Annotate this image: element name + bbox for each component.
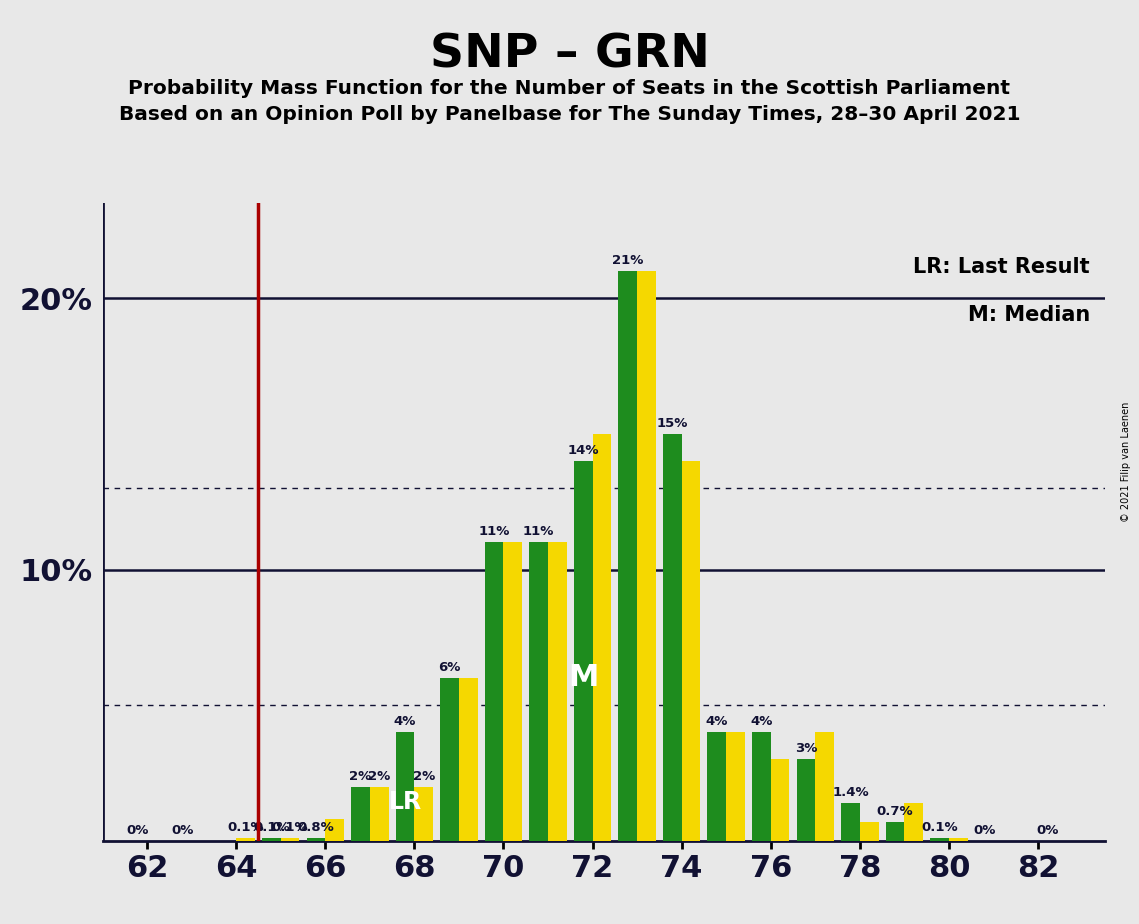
Bar [326, 820, 344, 841]
Bar [548, 542, 567, 841]
Bar [618, 271, 637, 841]
Text: 0%: 0% [973, 824, 995, 837]
Text: Based on an Opinion Poll by Panelbase for The Sunday Times, 28–30 April 2021: Based on an Opinion Poll by Panelbase fo… [118, 105, 1021, 125]
Text: 2%: 2% [412, 770, 435, 783]
Text: 0%: 0% [1036, 824, 1058, 837]
Bar [841, 803, 860, 841]
Bar [485, 542, 503, 841]
Text: 0.8%: 0.8% [297, 821, 334, 834]
Text: 0%: 0% [171, 824, 194, 837]
Text: 11%: 11% [523, 526, 555, 539]
Bar [415, 786, 433, 841]
Text: 1.4%: 1.4% [833, 785, 869, 798]
Bar [236, 838, 255, 841]
Text: 11%: 11% [478, 526, 510, 539]
Bar [796, 760, 816, 841]
Bar [681, 461, 700, 841]
Text: M: M [568, 663, 598, 692]
Text: 0.1%: 0.1% [272, 821, 309, 834]
Bar [886, 821, 904, 841]
Bar [530, 542, 548, 841]
Bar [351, 786, 370, 841]
Bar [503, 542, 522, 841]
Text: 2%: 2% [350, 770, 371, 783]
Text: 0.1%: 0.1% [253, 821, 289, 834]
Bar [904, 803, 923, 841]
Bar [592, 434, 612, 841]
Text: 21%: 21% [612, 254, 644, 267]
Bar [752, 733, 771, 841]
Text: 3%: 3% [795, 742, 817, 756]
Text: 0.1%: 0.1% [921, 821, 958, 834]
Bar [663, 434, 681, 841]
Text: LR: Last Result: LR: Last Result [913, 258, 1090, 277]
Text: © 2021 Filip van Laenen: © 2021 Filip van Laenen [1121, 402, 1131, 522]
Bar [727, 733, 745, 841]
Text: 4%: 4% [706, 715, 728, 728]
Bar [280, 838, 300, 841]
Text: 4%: 4% [751, 715, 772, 728]
Bar [262, 838, 280, 841]
Bar [306, 838, 326, 841]
Text: 0%: 0% [126, 824, 149, 837]
Text: SNP – GRN: SNP – GRN [429, 32, 710, 78]
Bar [395, 733, 415, 841]
Bar [574, 461, 592, 841]
Text: 4%: 4% [394, 715, 416, 728]
Bar [637, 271, 656, 841]
Text: LR: LR [388, 790, 421, 814]
Text: M: Median: M: Median [967, 305, 1090, 325]
Text: 14%: 14% [567, 444, 599, 457]
Bar [949, 838, 968, 841]
Text: 0.1%: 0.1% [227, 821, 264, 834]
Text: 15%: 15% [656, 417, 688, 430]
Bar [459, 678, 477, 841]
Bar [816, 733, 834, 841]
Text: 6%: 6% [439, 661, 460, 674]
Bar [440, 678, 459, 841]
Bar [860, 821, 878, 841]
Text: 0.7%: 0.7% [877, 805, 913, 818]
Bar [931, 838, 949, 841]
Bar [707, 733, 727, 841]
Bar [771, 760, 789, 841]
Bar [370, 786, 388, 841]
Text: 2%: 2% [368, 770, 391, 783]
Text: Probability Mass Function for the Number of Seats in the Scottish Parliament: Probability Mass Function for the Number… [129, 79, 1010, 98]
